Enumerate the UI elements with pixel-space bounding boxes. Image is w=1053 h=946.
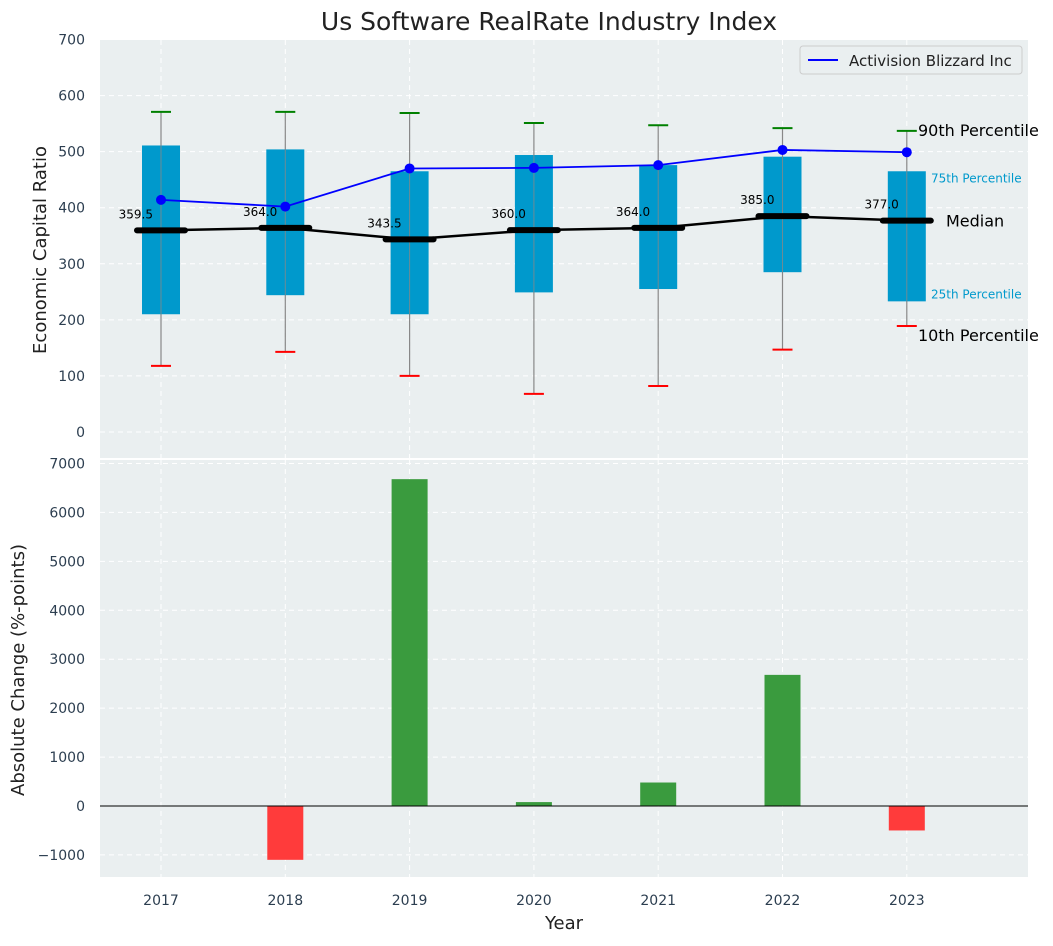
bottom-y-tick-label: 4000 (49, 603, 85, 619)
annotation-p10: 10th Percentile (918, 326, 1039, 345)
company-series-point (653, 160, 664, 171)
top-plot-background (100, 40, 1028, 459)
annotation-p75: 75th Percentile (931, 171, 1022, 185)
x-tick-label: 2023 (889, 893, 925, 909)
median-value-label: 360.0 (492, 207, 526, 221)
top-y-tick-label: 600 (58, 89, 85, 105)
bottom-y-tick-label: 5000 (49, 554, 85, 570)
top-y-tick-label: 500 (58, 145, 85, 161)
legend-entry: Activision Blizzard Inc (849, 52, 1012, 70)
change-bar (267, 806, 304, 860)
bottom-y-tick-label: 3000 (49, 652, 85, 668)
change-bar (640, 782, 677, 806)
company-series-point (404, 163, 415, 174)
bottom-y-axis-label: Absolute Change (%-points) (8, 544, 29, 796)
x-axis-label: Year (544, 913, 584, 934)
bottom-y-tick-label: 6000 (49, 505, 85, 521)
annotation-p90: 90th Percentile (918, 121, 1039, 140)
bottom-y-tick-label: 1000 (49, 750, 85, 766)
change-bar (515, 802, 552, 806)
change-bar (888, 806, 925, 831)
top-y-tick-label: 300 (58, 257, 85, 273)
top-y-tick-label: 200 (58, 313, 85, 329)
change-bar (391, 479, 428, 806)
bottom-y-tick-label: 7000 (49, 457, 85, 473)
change-bar (764, 674, 801, 806)
annotation-median: Median (946, 212, 1004, 231)
company-series-point (777, 144, 788, 155)
top-y-tick-label: 400 (58, 201, 85, 217)
top-y-tick-label: 700 (58, 33, 85, 49)
median-value-label: 364.0 (616, 205, 650, 219)
median-value-label: 364.0 (243, 205, 277, 219)
bottom-y-tick-label: −1000 (38, 848, 85, 864)
bottom-y-tick-label: 0 (76, 799, 85, 815)
bottom-y-tick-label: 2000 (49, 701, 85, 717)
x-tick-label: 2022 (765, 893, 801, 909)
annotation-p25: 25th Percentile (931, 287, 1022, 301)
x-tick-label: 2018 (267, 893, 303, 909)
top-y-tick-label: 100 (58, 369, 85, 385)
x-tick-label: 2017 (143, 893, 179, 909)
x-tick-label: 2020 (516, 893, 552, 909)
top-y-tick-label: 0 (76, 425, 85, 441)
x-tick-label: 2019 (392, 893, 428, 909)
legend-box (799, 45, 1023, 75)
x-tick-label: 2021 (640, 893, 676, 909)
top-y-axis-label: Economic Capital Ratio (30, 146, 51, 354)
median-value-label: 385.0 (740, 193, 774, 207)
company-series-point (156, 194, 166, 205)
company-series-point (901, 147, 912, 158)
median-value-label: 343.5 (367, 216, 401, 230)
median-value-label: 359.5 (119, 207, 153, 221)
median-value-label: 377.0 (864, 198, 898, 212)
bottom-plot-background (100, 460, 1028, 877)
company-series-point (528, 162, 539, 173)
chart-title: Us Software RealRate Industry Index (321, 7, 777, 36)
company-series-point (280, 201, 291, 212)
